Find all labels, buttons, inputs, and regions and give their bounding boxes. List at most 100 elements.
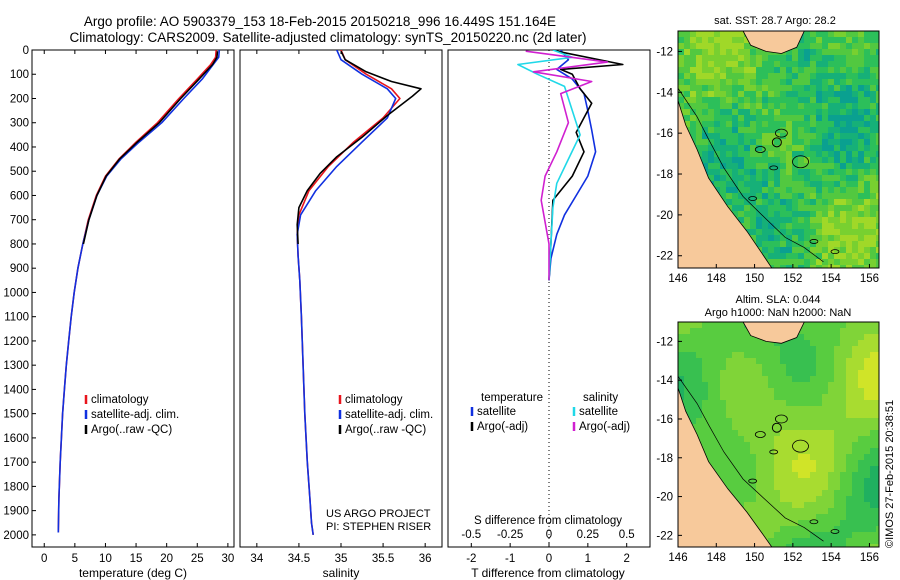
map-cell bbox=[822, 340, 828, 346]
map-cell bbox=[726, 394, 732, 400]
map-cell bbox=[834, 412, 840, 418]
map-cell bbox=[768, 454, 774, 460]
map-cell bbox=[756, 145, 762, 151]
map-cell bbox=[798, 205, 804, 211]
map-cell bbox=[756, 448, 762, 454]
map-cell bbox=[798, 223, 804, 229]
map-cell bbox=[702, 97, 708, 103]
map-cell bbox=[834, 229, 840, 235]
map-cell bbox=[756, 394, 762, 400]
map-cell bbox=[816, 430, 822, 436]
map-cell bbox=[708, 157, 714, 163]
map-cell bbox=[798, 43, 804, 49]
map-cell bbox=[768, 103, 774, 109]
map-cell bbox=[738, 418, 744, 424]
map-cell bbox=[708, 127, 714, 133]
x-tick-label: 148 bbox=[707, 552, 726, 564]
map-cell bbox=[822, 508, 828, 514]
map-cell bbox=[702, 55, 708, 61]
map-cell bbox=[792, 442, 798, 448]
map-cell bbox=[780, 205, 786, 211]
map-cell bbox=[810, 400, 816, 406]
map-cell bbox=[780, 526, 786, 532]
map-cell bbox=[792, 538, 798, 544]
map-cell bbox=[738, 484, 744, 490]
map-cell bbox=[786, 121, 792, 127]
map-cell bbox=[876, 382, 879, 388]
map-cell bbox=[714, 394, 720, 400]
map-cell bbox=[852, 265, 858, 268]
map-cell bbox=[804, 532, 810, 538]
map-cell bbox=[780, 169, 786, 175]
map-cell bbox=[690, 340, 696, 346]
map-cell bbox=[816, 454, 822, 460]
map-cell bbox=[810, 352, 816, 358]
map-cell bbox=[780, 265, 786, 268]
map-cell bbox=[816, 91, 822, 97]
map-cell bbox=[858, 253, 864, 259]
map-cell bbox=[816, 145, 822, 151]
map-cell bbox=[858, 322, 864, 328]
map-cell bbox=[852, 199, 858, 205]
map-cell bbox=[774, 418, 780, 424]
map-cell bbox=[786, 460, 792, 466]
map-cell bbox=[744, 370, 750, 376]
map-cell bbox=[816, 217, 822, 223]
map-cell bbox=[732, 193, 738, 199]
map-cell bbox=[732, 484, 738, 490]
map-cell bbox=[870, 121, 876, 127]
map-cell bbox=[720, 328, 726, 334]
map-cell bbox=[810, 454, 816, 460]
map-cell bbox=[840, 67, 846, 73]
map-cell bbox=[780, 424, 786, 430]
map-cell bbox=[684, 388, 690, 394]
map-cell bbox=[708, 43, 714, 49]
map-cell bbox=[828, 490, 834, 496]
map-cell bbox=[840, 169, 846, 175]
map-cell bbox=[792, 430, 798, 436]
map-cell bbox=[792, 508, 798, 514]
map-cell bbox=[810, 484, 816, 490]
australia-land bbox=[678, 387, 773, 547]
map-cell bbox=[858, 163, 864, 169]
map-cell bbox=[762, 151, 768, 157]
map-cell bbox=[876, 502, 879, 508]
map-cell bbox=[720, 388, 726, 394]
map-cell bbox=[822, 43, 828, 49]
map-cell bbox=[798, 115, 804, 121]
map-cell bbox=[720, 175, 726, 181]
map-cell bbox=[870, 370, 876, 376]
map-cell bbox=[738, 490, 744, 496]
map-cell bbox=[756, 229, 762, 235]
map-cell bbox=[828, 121, 834, 127]
map-cell bbox=[876, 97, 879, 103]
map-cell bbox=[744, 175, 750, 181]
map-cell bbox=[750, 454, 756, 460]
map-cell bbox=[858, 526, 864, 532]
map-cell bbox=[768, 157, 774, 163]
map-cell bbox=[780, 490, 786, 496]
map-cell bbox=[714, 169, 720, 175]
top-x-tick-label: -0.25 bbox=[497, 529, 523, 541]
map-cell bbox=[762, 169, 768, 175]
map-cell bbox=[828, 67, 834, 73]
map-cell bbox=[828, 151, 834, 157]
map-cell bbox=[810, 157, 816, 163]
map-cell bbox=[852, 55, 858, 61]
map-cell bbox=[750, 61, 756, 67]
map-cell bbox=[858, 103, 864, 109]
map-cell bbox=[822, 205, 828, 211]
map-cell bbox=[690, 31, 696, 37]
map-cell bbox=[696, 127, 702, 133]
map-cell bbox=[870, 73, 876, 79]
map-cell bbox=[768, 424, 774, 430]
map-cell bbox=[798, 193, 804, 199]
map-cell bbox=[714, 181, 720, 187]
map-cell bbox=[702, 109, 708, 115]
map-cell bbox=[786, 346, 792, 352]
x-axis-label: salinity bbox=[323, 566, 360, 580]
map-cell bbox=[744, 79, 750, 85]
map-cell bbox=[810, 424, 816, 430]
map-cell bbox=[804, 472, 810, 478]
map-cell bbox=[816, 235, 822, 241]
